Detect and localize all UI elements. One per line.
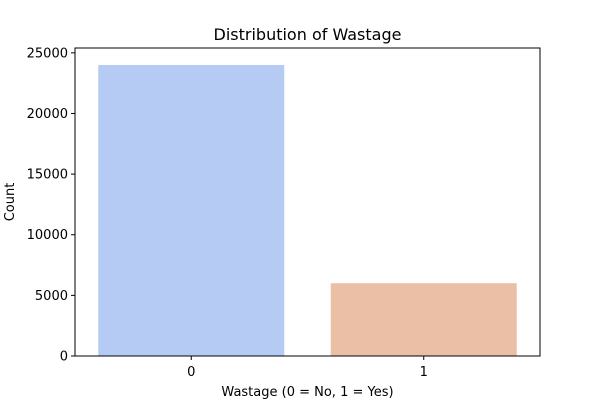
y-tick-label: 5000 <box>35 289 68 304</box>
y-tick-label: 20000 <box>27 107 68 122</box>
y-axis-label: Count <box>3 183 18 222</box>
y-tick-label: 15000 <box>27 168 68 183</box>
x-tick-label: 1 <box>420 365 428 380</box>
y-axis: 0 5000 10000 15000 20000 25000 <box>27 46 75 365</box>
y-tick-label: 25000 <box>27 46 68 61</box>
y-tick-label: 10000 <box>27 228 68 243</box>
x-tick-label: 0 <box>187 365 195 380</box>
bar-0 <box>98 64 285 356</box>
bars-layer <box>98 64 517 356</box>
chart-title: Distribution of Wastage <box>214 25 402 44</box>
x-axis-label: Wastage (0 = No, 1 = Yes) <box>221 385 393 400</box>
bar-1 <box>330 283 517 356</box>
plot-frame <box>74 47 541 357</box>
y-tick-label: 0 <box>60 350 68 365</box>
